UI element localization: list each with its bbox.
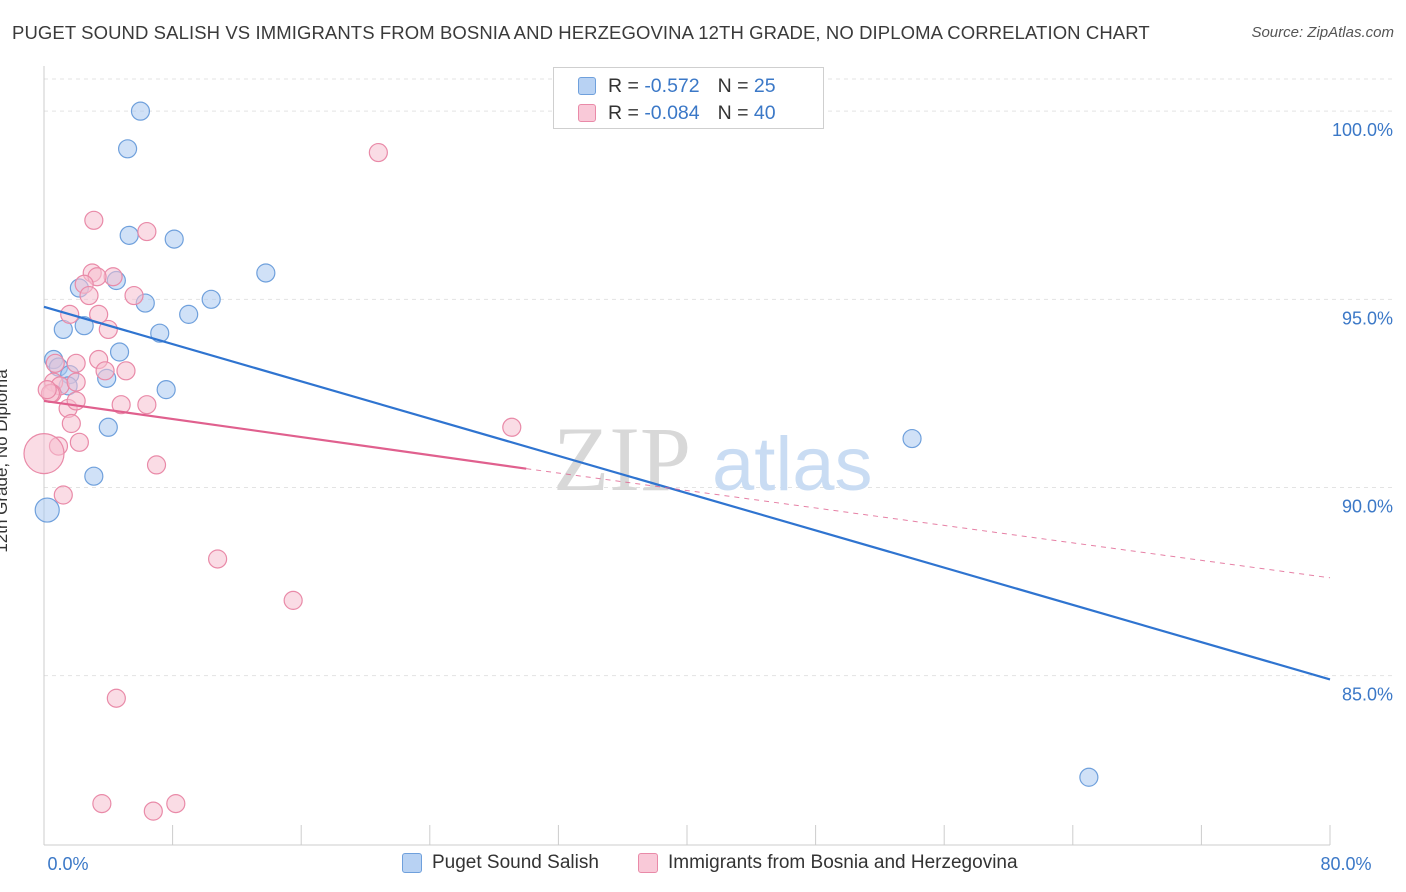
watermark-zip: ZIP (553, 408, 691, 510)
data-point (283, 590, 303, 610)
data-point (143, 801, 163, 821)
data-point (156, 380, 176, 400)
x-tick-label: 0.0% (47, 854, 88, 874)
watermark-atlas: atlas (712, 422, 873, 507)
data-point (119, 225, 139, 245)
data-point (23, 433, 65, 475)
y-tick-label: 90.0% (1342, 496, 1393, 516)
trend-lines (43, 305, 1331, 681)
trend-line-blue (43, 305, 1331, 681)
tick-labels: 100.0% 95.0% 90.0% 85.0% 0.0% 80.0% (47, 120, 1393, 874)
data-point (368, 142, 388, 163)
legend-item-puget-sound-salish[interactable]: Puget Sound Salish (402, 852, 599, 874)
data-point (124, 285, 144, 306)
watermark: ZIP atlas (553, 408, 873, 510)
legend-label: Puget Sound Salish (432, 852, 599, 873)
legend-row-pink: R = -0.084 N = 40 (578, 101, 776, 125)
legend-label: Immigrants from Bosnia and Herzegovina (668, 852, 1018, 873)
data-point (34, 497, 60, 523)
data-point (150, 323, 170, 343)
chart-title: PUGET SOUND SALISH VS IMMIGRANTS FROM BO… (12, 22, 1150, 43)
data-point (98, 417, 118, 437)
data-point (53, 485, 73, 505)
trend-line-pink (43, 399, 527, 470)
data-point (166, 794, 186, 814)
data-point (84, 210, 104, 230)
data-point (137, 221, 157, 242)
legend-r-label: R = (608, 74, 639, 97)
y-tick-label: 95.0% (1342, 308, 1393, 328)
data-point (66, 353, 86, 373)
legend-swatch-blue (402, 853, 422, 873)
data-point (109, 342, 130, 362)
series-legend: Puget Sound Salish Immigrants from Bosni… (0, 852, 1406, 878)
legend-r-label: R = (608, 101, 639, 124)
data-point (116, 361, 136, 381)
x-tick-label: 80.0% (1320, 854, 1371, 874)
data-point (61, 413, 81, 434)
data-point (201, 289, 221, 309)
legend-n-value-pink: 40 (753, 101, 776, 124)
legend-swatch-pink (638, 853, 658, 873)
data-point (92, 794, 112, 814)
data-point (111, 395, 131, 415)
data-point (106, 688, 126, 708)
legend-n-label: N = (717, 101, 749, 124)
data-point (179, 304, 199, 324)
data-point (95, 361, 115, 381)
legend-r-value-blue: -0.572 (644, 74, 700, 97)
data-point (902, 428, 922, 449)
legend-swatch-blue (578, 77, 596, 95)
legend-swatch-pink (578, 104, 596, 122)
data-point (256, 263, 276, 283)
legend-n-value-blue: 25 (753, 74, 776, 97)
y-tick-label: 85.0% (1342, 685, 1393, 705)
correlation-legend: R = -0.572 N = 25 R = -0.084 N = 40 (553, 67, 824, 129)
series-immigrants-bosnia (23, 142, 522, 821)
data-point (79, 285, 99, 306)
data-point (146, 455, 167, 475)
data-point (137, 395, 157, 415)
data-point (74, 316, 94, 336)
data-point (164, 229, 184, 249)
data-point (45, 353, 65, 373)
legend-row-blue: R = -0.572 N = 25 (578, 74, 776, 98)
data-point (103, 267, 123, 287)
legend-n-label: N = (717, 74, 749, 97)
legend-item-immigrants-bosnia[interactable]: Immigrants from Bosnia and Herzegovina (638, 852, 1018, 874)
y-tick-label: 100.0% (1332, 120, 1393, 140)
source-label: Source: ZipAtlas.com (1251, 24, 1394, 41)
data-point (117, 139, 138, 159)
data-point (66, 372, 86, 392)
data-point (84, 466, 104, 486)
data-point (69, 432, 89, 452)
trend-line-extension-pink (526, 468, 1331, 579)
data-point (502, 417, 522, 437)
gridlines (44, 78, 1394, 677)
data-point (1079, 767, 1099, 787)
axes (43, 66, 1331, 846)
data-point (37, 380, 57, 400)
legend-r-value-pink: -0.084 (644, 101, 700, 124)
data-point (130, 101, 151, 121)
data-point (208, 549, 228, 569)
